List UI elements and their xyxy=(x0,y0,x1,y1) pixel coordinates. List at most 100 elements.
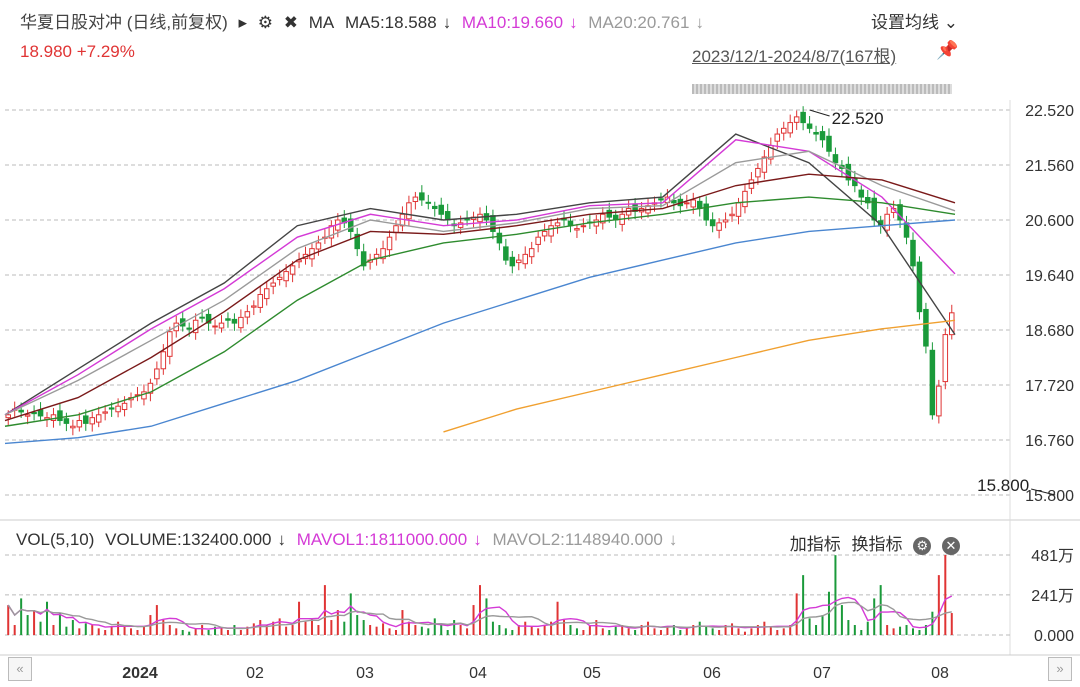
volume-bar xyxy=(737,628,740,635)
ma-line-ma20 xyxy=(4,150,956,416)
ma-label: MA xyxy=(308,13,335,32)
expand-icon[interactable]: ▸ xyxy=(238,13,248,32)
volume-bar xyxy=(142,626,145,635)
low-marker-line xyxy=(1031,488,1056,496)
pin-icon[interactable]: 📌 xyxy=(936,40,959,60)
volume-bar xyxy=(892,628,895,635)
volume-bar xyxy=(278,618,281,635)
volume-bar xyxy=(756,625,759,635)
price-change: +7.29% xyxy=(76,42,135,61)
candle-body xyxy=(373,253,380,259)
volume-bar xyxy=(104,630,107,635)
candle-body xyxy=(574,228,580,231)
mavol2-line xyxy=(7,601,952,630)
ma-line-ma60 xyxy=(4,196,956,427)
price-tick-label: 22.520 xyxy=(1025,103,1074,120)
candle-body xyxy=(212,325,218,328)
scroll-right-button[interactable]: » xyxy=(1048,657,1072,681)
volume-bar xyxy=(91,625,94,635)
volume-bar xyxy=(789,625,792,635)
candle-body xyxy=(186,327,192,330)
candle-body xyxy=(826,135,832,152)
candle-body xyxy=(289,265,296,275)
volume-bar xyxy=(440,625,443,635)
switch-indicator-button[interactable]: 换指标 xyxy=(851,535,903,554)
volume-bar xyxy=(530,626,533,635)
close-icon[interactable]: ✖ xyxy=(283,13,299,32)
current-price: 18.980 xyxy=(20,42,72,61)
volume-bar xyxy=(175,628,178,635)
candle-body xyxy=(923,308,929,347)
scroll-left-button[interactable]: « xyxy=(8,657,32,681)
volume-bar xyxy=(136,630,139,635)
mavol1-value: MAVOL1:1811000.000 xyxy=(296,530,468,549)
volume-bar xyxy=(71,620,74,635)
candle-body xyxy=(231,318,238,324)
candle-body xyxy=(916,261,923,313)
candle-body xyxy=(406,202,412,220)
range-scrollbar[interactable] xyxy=(692,84,952,94)
volume-bar xyxy=(840,605,843,635)
volume-bar xyxy=(950,613,953,635)
chart-title: 华夏日股对冲 (日线,前复权) xyxy=(20,13,228,32)
volume-bar xyxy=(155,605,158,635)
volume-bar xyxy=(769,626,772,635)
x-tick-label: 08 xyxy=(931,665,949,682)
gear-icon[interactable]: ⚙ xyxy=(913,536,932,555)
ma-line-ma10 xyxy=(4,139,956,416)
volume-bar xyxy=(226,630,229,635)
candle-body xyxy=(548,225,554,237)
price-tick-label: 20.600 xyxy=(1025,213,1074,230)
volume-bar xyxy=(866,621,869,635)
volume-value: VOLUME:132400.000 xyxy=(105,530,272,549)
volume-bar xyxy=(886,625,889,635)
volume-bar xyxy=(556,601,559,635)
volume-bar xyxy=(362,620,365,635)
volume-bar xyxy=(58,613,61,635)
volume-tools: 加指标 换指标 ⚙ ✕ xyxy=(784,530,960,555)
candle-body xyxy=(600,213,606,224)
volume-bar xyxy=(369,625,372,635)
candle-body xyxy=(244,311,251,318)
ma20-value: MA20:20.761 xyxy=(588,13,690,32)
volume-bar xyxy=(356,615,359,635)
volume-tick-label: 481万 xyxy=(1031,548,1074,565)
volume-bar xyxy=(524,621,527,635)
volume-bar xyxy=(401,610,404,635)
volume-bar xyxy=(821,615,824,635)
volume-bar xyxy=(110,626,113,635)
candle-body xyxy=(95,414,102,423)
gear-icon[interactable]: ⚙ xyxy=(257,13,274,32)
volume-bar xyxy=(252,623,255,635)
volume-bar xyxy=(259,620,262,635)
volume-bar xyxy=(382,623,385,635)
candle-body xyxy=(154,368,160,380)
candle-body xyxy=(580,225,587,228)
candle-body xyxy=(819,131,826,141)
candle-body xyxy=(444,211,451,221)
volume-bar xyxy=(563,620,566,635)
volume-bar xyxy=(582,630,585,635)
volume-bar xyxy=(608,630,611,635)
date-range[interactable]: 2023/12/1-2024/8/7(167根) xyxy=(692,47,897,66)
volume-bar xyxy=(543,625,546,635)
volume-bar xyxy=(407,621,410,635)
settings-ma-button[interactable]: 设置均线 ⌄ xyxy=(871,8,958,33)
volume-bar xyxy=(394,630,397,635)
add-indicator-button[interactable]: 加指标 xyxy=(789,535,841,554)
volume-bar xyxy=(750,628,753,635)
mavol1-line xyxy=(7,595,953,630)
volume-bar xyxy=(214,626,217,635)
volume-bar xyxy=(588,625,591,635)
volume-bar xyxy=(162,620,165,635)
volume-bar xyxy=(860,630,863,635)
volume-bar xyxy=(479,585,481,635)
volume-bar xyxy=(614,626,617,635)
volume-bar xyxy=(39,621,42,635)
close-icon[interactable]: ✕ xyxy=(942,536,960,555)
candle-body xyxy=(89,417,96,425)
volume-bar xyxy=(802,575,805,635)
candle-body xyxy=(108,407,115,410)
candle-body xyxy=(606,209,613,218)
